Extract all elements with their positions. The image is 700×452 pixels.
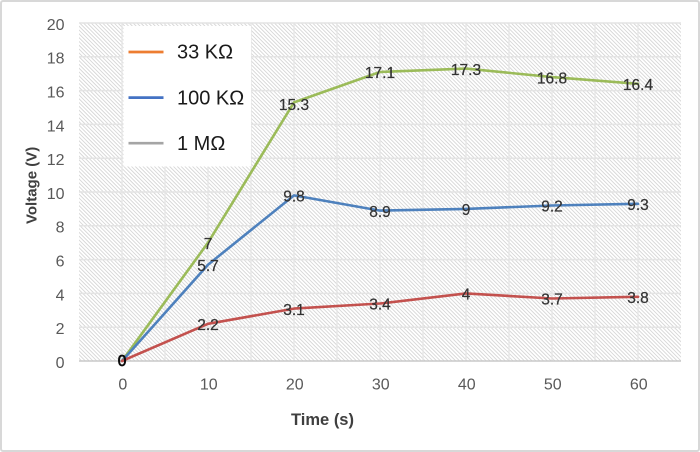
- svg-text:2.2: 2.2: [197, 317, 219, 334]
- svg-text:16.8: 16.8: [537, 70, 567, 87]
- svg-text:40: 40: [458, 376, 476, 393]
- svg-text:17.1: 17.1: [365, 65, 395, 82]
- svg-text:0: 0: [118, 353, 127, 370]
- svg-text:5.7: 5.7: [197, 258, 219, 275]
- svg-text:0: 0: [56, 355, 65, 372]
- svg-text:30: 30: [372, 376, 390, 393]
- svg-text:60: 60: [630, 376, 648, 393]
- svg-text:12: 12: [47, 152, 65, 169]
- svg-text:20: 20: [47, 17, 65, 34]
- svg-text:1 MΩ: 1 MΩ: [177, 133, 225, 155]
- svg-text:9: 9: [462, 202, 471, 219]
- svg-text:50: 50: [544, 376, 562, 393]
- svg-text:8.9: 8.9: [369, 204, 391, 221]
- svg-text:100 KΩ: 100 KΩ: [177, 87, 244, 109]
- svg-text:Voltage (V): Voltage (V): [24, 147, 41, 224]
- svg-text:4: 4: [56, 287, 65, 304]
- svg-text:10: 10: [200, 376, 218, 393]
- svg-text:9.3: 9.3: [627, 197, 649, 214]
- svg-text:15.3: 15.3: [279, 97, 309, 114]
- svg-text:3.7: 3.7: [541, 292, 563, 309]
- svg-text:4: 4: [462, 287, 471, 304]
- svg-text:9.8: 9.8: [283, 189, 305, 206]
- svg-text:0: 0: [118, 376, 127, 393]
- svg-text:3.4: 3.4: [369, 297, 391, 314]
- svg-text:14: 14: [47, 118, 65, 135]
- svg-text:9.2: 9.2: [541, 199, 563, 216]
- svg-text:2: 2: [56, 321, 65, 338]
- svg-text:10: 10: [47, 186, 65, 203]
- svg-text:17.3: 17.3: [451, 62, 481, 79]
- svg-text:3.8: 3.8: [627, 290, 649, 307]
- svg-text:Time (s): Time (s): [291, 411, 354, 429]
- svg-text:16.4: 16.4: [623, 77, 654, 94]
- svg-text:6: 6: [56, 254, 65, 271]
- svg-text:16: 16: [47, 85, 65, 102]
- svg-text:18: 18: [47, 51, 65, 68]
- svg-text:8: 8: [56, 220, 65, 237]
- svg-text:33 KΩ: 33 KΩ: [177, 42, 233, 64]
- svg-text:20: 20: [286, 376, 304, 393]
- svg-text:7: 7: [204, 236, 213, 253]
- svg-text:3.1: 3.1: [283, 302, 305, 319]
